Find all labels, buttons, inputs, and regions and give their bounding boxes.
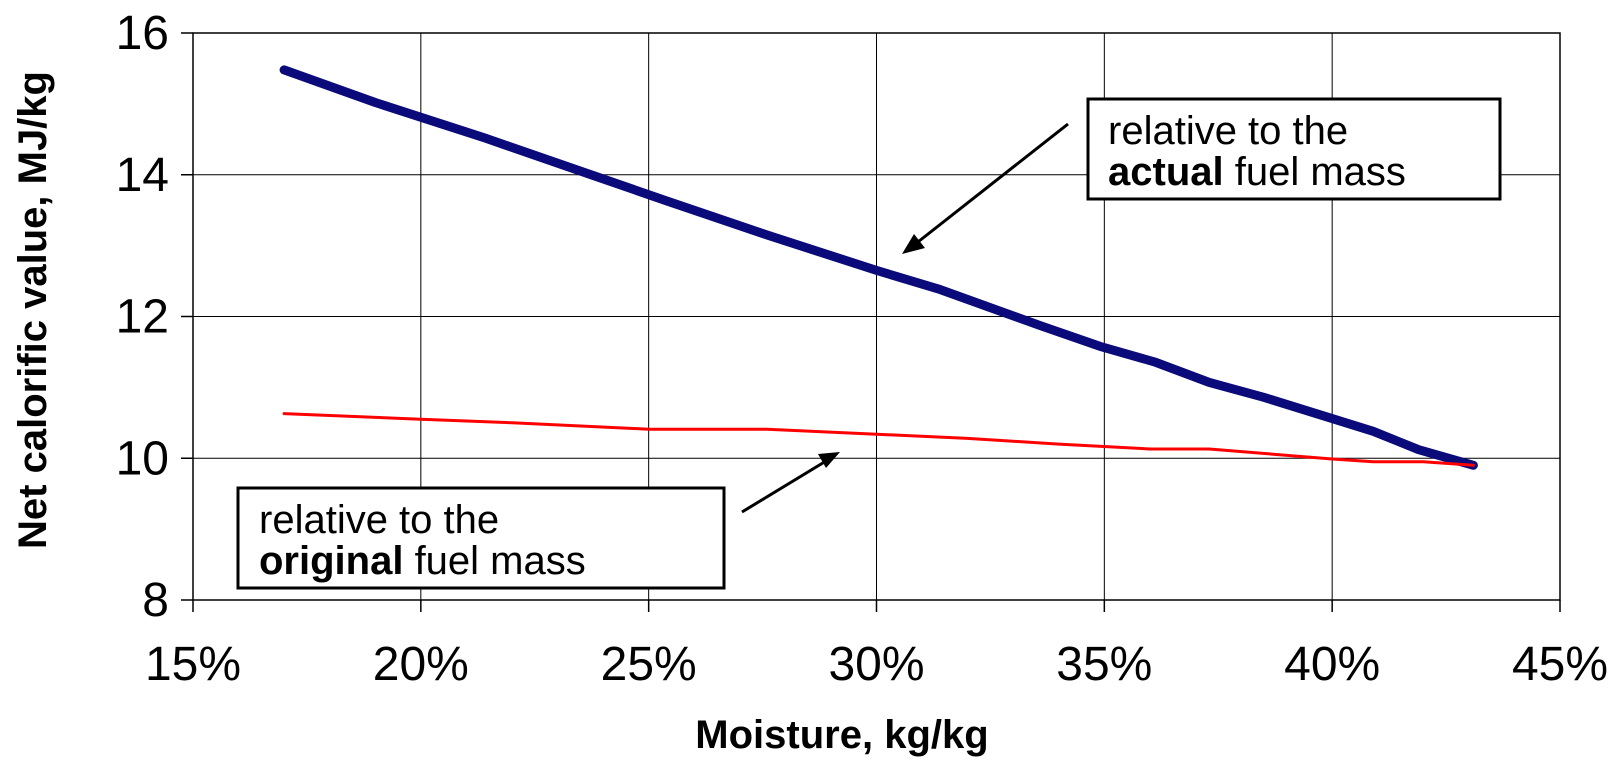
annotation-original-line1: relative to the bbox=[259, 498, 499, 542]
annotation-actual-arrow bbox=[908, 122, 1069, 251]
y-tick-label-2: 12 bbox=[116, 291, 169, 344]
x-tick-label-2: 25% bbox=[601, 638, 697, 691]
x-tick-label-1: 20% bbox=[373, 638, 469, 691]
y-tick-label-0: 8 bbox=[142, 574, 169, 627]
y-tick-label-4: 16 bbox=[116, 7, 169, 60]
annotation-original-line2: original fuel mass bbox=[259, 539, 586, 583]
annotation-original: relative to the original fuel mass bbox=[236, 452, 840, 590]
annotation-original-bold: original bbox=[259, 539, 403, 583]
annotation-actual-arrowhead bbox=[902, 234, 925, 254]
annotation-original-arrowhead bbox=[818, 452, 840, 468]
annotation-original-arrow bbox=[741, 456, 832, 514]
series-line-0 bbox=[279, 65, 1478, 470]
x-axis-title: Moisture, kg/kg bbox=[695, 713, 988, 757]
series-layer bbox=[279, 65, 1478, 470]
annotation-actual-bold: actual bbox=[1108, 150, 1224, 194]
annotation-actual-rest: fuel mass bbox=[1224, 150, 1406, 194]
annotation-actual-line1: relative to the bbox=[1108, 109, 1348, 153]
series-line-1 bbox=[282, 412, 1475, 467]
annotation-actual-line2: actual fuel mass bbox=[1108, 150, 1406, 194]
annotation-original-rest: fuel mass bbox=[403, 539, 585, 583]
x-tick-label-3: 30% bbox=[828, 638, 924, 691]
x-ticks: 15% 20% 25% 30% 35% 40% 45% bbox=[145, 600, 1608, 691]
y-axis-title: Net calorific value, MJ/kg bbox=[11, 71, 55, 549]
annotation-original-box bbox=[236, 486, 726, 590]
x-tick-label-5: 40% bbox=[1284, 638, 1380, 691]
x-tick-label-4: 35% bbox=[1056, 638, 1152, 691]
x-tick-label-6: 45% bbox=[1512, 638, 1608, 691]
annotation-actual-box bbox=[1086, 97, 1502, 201]
y-tick-label-1: 10 bbox=[116, 432, 169, 485]
y-ticks: 8 10 12 14 16 bbox=[116, 7, 193, 627]
y-tick-label-3: 14 bbox=[116, 149, 169, 202]
x-tick-label-0: 15% bbox=[145, 638, 241, 691]
annotation-actual: relative to the actual fuel mass bbox=[902, 97, 1502, 254]
